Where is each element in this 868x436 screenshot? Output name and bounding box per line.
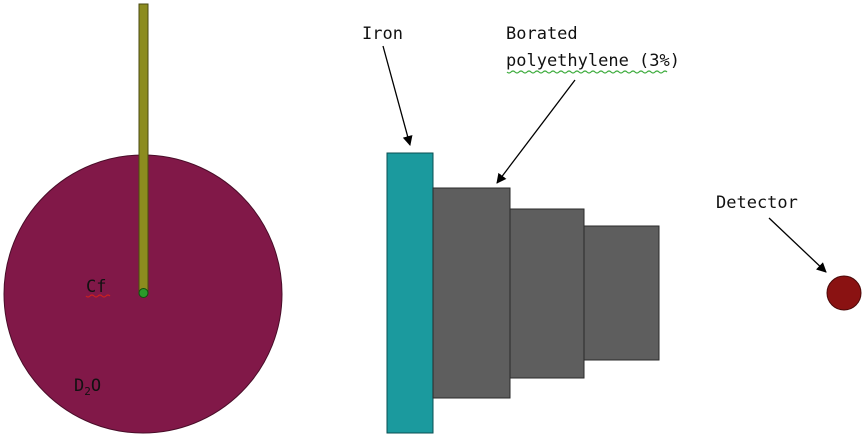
detector-arrow xyxy=(768,217,827,273)
d2o-label-tail: O xyxy=(91,376,101,396)
iron-label: Iron xyxy=(362,24,403,44)
borated-arrow xyxy=(496,79,576,184)
polyethylene-block-1 xyxy=(432,187,511,399)
cf-underline xyxy=(85,294,111,298)
detector xyxy=(826,275,862,311)
d2o-label: D2O xyxy=(74,376,101,398)
borated-label: Borated polyethylene (3%) xyxy=(506,24,680,71)
borated-label-line2: polyethylene (3%) xyxy=(506,51,680,71)
d2o-label-main: D xyxy=(74,376,84,396)
detector-label: Detector xyxy=(716,193,798,213)
iron-slab xyxy=(386,152,434,434)
d2o-label-subscript: 2 xyxy=(84,385,91,398)
source-rod xyxy=(138,3,149,295)
polyethylene-block-3 xyxy=(583,225,660,361)
polyethylene-underline xyxy=(506,70,668,74)
polyethylene-block-2 xyxy=(509,208,585,379)
iron-arrow xyxy=(382,45,413,146)
borated-label-line1: Borated xyxy=(506,24,578,44)
cf-label: Cf xyxy=(86,277,106,297)
source-tip xyxy=(138,288,149,298)
